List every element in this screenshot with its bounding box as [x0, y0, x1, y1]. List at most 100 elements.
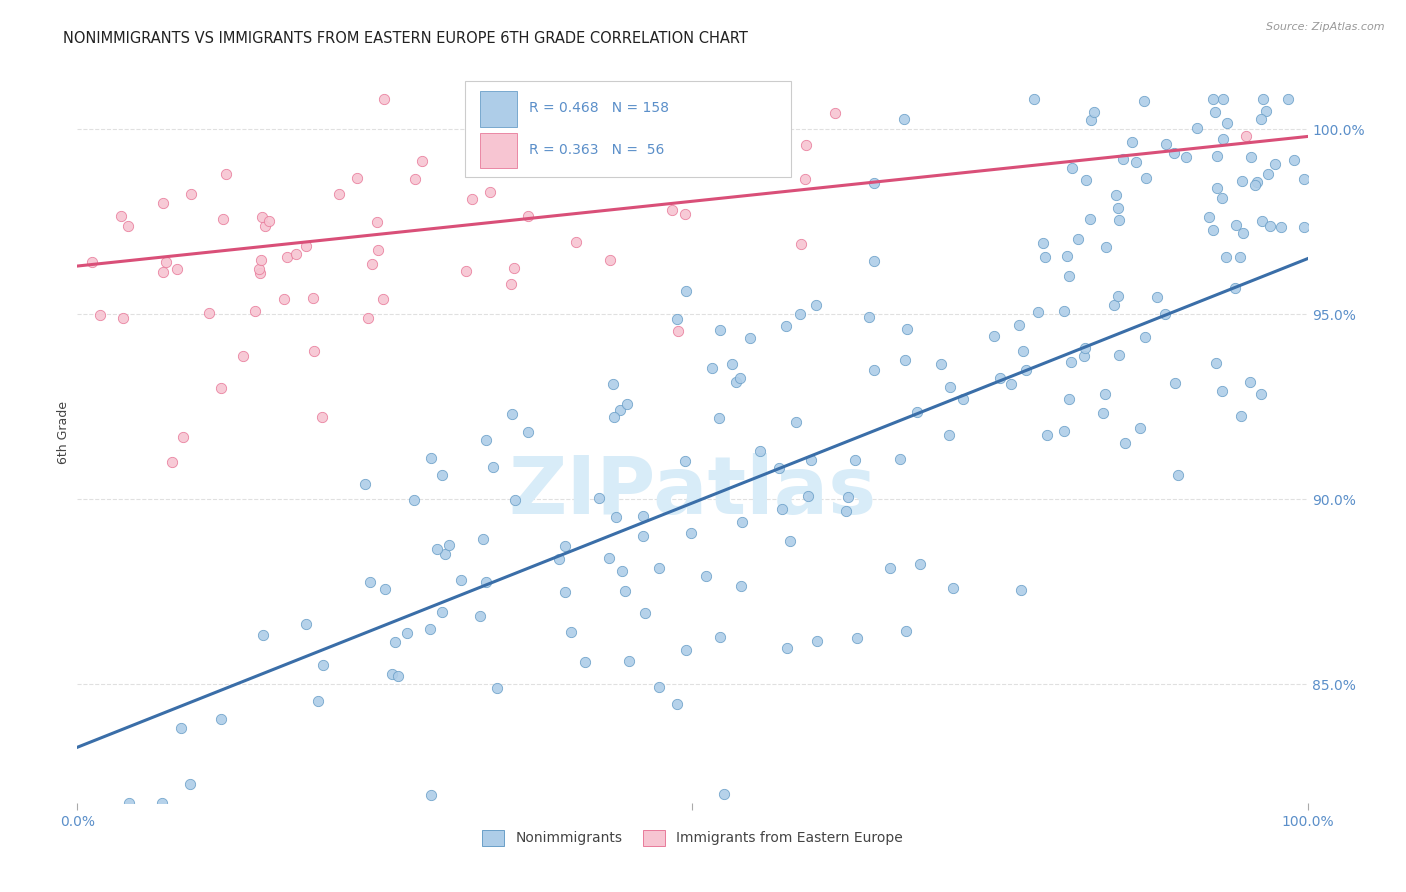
- Point: [889, 452, 911, 467]
- Point: [209, 381, 232, 395]
- Point: [1216, 116, 1239, 130]
- Point: [942, 581, 965, 595]
- Point: [1053, 424, 1076, 438]
- FancyBboxPatch shape: [465, 81, 792, 178]
- Point: [709, 323, 731, 337]
- Point: [896, 321, 918, 335]
- Point: [1135, 171, 1157, 186]
- Point: [166, 262, 188, 277]
- Point: [804, 298, 827, 312]
- Point: [1202, 223, 1225, 237]
- Point: [548, 551, 571, 566]
- Point: [373, 93, 395, 107]
- Point: [250, 210, 273, 224]
- Point: [1102, 298, 1125, 312]
- Point: [499, 277, 522, 291]
- Point: [1246, 175, 1268, 189]
- Point: [172, 430, 194, 444]
- Point: [800, 453, 823, 467]
- FancyBboxPatch shape: [479, 91, 516, 127]
- Point: [359, 575, 381, 590]
- Point: [250, 252, 273, 267]
- Point: [82, 255, 104, 269]
- Point: [1076, 172, 1098, 186]
- Point: [381, 666, 404, 681]
- Point: [1059, 355, 1081, 369]
- Point: [648, 561, 671, 575]
- Point: [1204, 105, 1226, 120]
- Point: [648, 680, 671, 694]
- Point: [768, 461, 790, 475]
- Legend: Nonimmigrants, Immigrants from Eastern Europe: Nonimmigrants, Immigrants from Eastern E…: [477, 824, 908, 851]
- Point: [1015, 362, 1038, 376]
- Point: [1250, 387, 1272, 401]
- Point: [775, 319, 797, 334]
- Point: [454, 264, 477, 278]
- Point: [479, 185, 502, 199]
- Point: [1229, 250, 1251, 264]
- Point: [1112, 152, 1135, 166]
- Point: [1239, 375, 1261, 389]
- Point: [1073, 341, 1095, 355]
- Point: [404, 172, 426, 186]
- Point: [395, 626, 418, 640]
- Point: [1264, 157, 1286, 171]
- Point: [1108, 348, 1130, 362]
- Point: [170, 722, 193, 736]
- Text: R = 0.363   N =  56: R = 0.363 N = 56: [529, 143, 664, 157]
- Point: [633, 509, 655, 524]
- Point: [1008, 318, 1031, 333]
- Point: [1187, 121, 1209, 136]
- Point: [1105, 188, 1128, 202]
- Point: [634, 607, 657, 621]
- Point: [1057, 392, 1080, 406]
- Point: [179, 777, 201, 791]
- Point: [554, 539, 576, 553]
- Point: [844, 453, 866, 467]
- Point: [426, 542, 449, 557]
- Point: [1092, 406, 1115, 420]
- Point: [249, 266, 271, 280]
- Point: [1223, 280, 1246, 294]
- Point: [346, 171, 368, 186]
- Point: [837, 490, 859, 504]
- Point: [371, 292, 394, 306]
- Point: [215, 167, 238, 181]
- Point: [1024, 93, 1046, 107]
- Point: [610, 565, 633, 579]
- Point: [411, 153, 433, 168]
- Point: [353, 477, 375, 491]
- Point: [1230, 174, 1253, 188]
- Point: [770, 501, 793, 516]
- Point: [307, 694, 329, 708]
- Point: [1206, 149, 1229, 163]
- Point: [599, 253, 621, 268]
- Point: [461, 192, 484, 206]
- Point: [748, 443, 770, 458]
- Point: [1230, 409, 1253, 423]
- Point: [619, 654, 641, 668]
- Point: [1133, 330, 1156, 344]
- Point: [893, 352, 915, 367]
- Point: [1108, 213, 1130, 227]
- Point: [111, 310, 134, 325]
- Point: [502, 260, 524, 275]
- Point: [212, 212, 235, 227]
- Point: [613, 584, 636, 599]
- Point: [366, 215, 388, 229]
- Point: [384, 635, 406, 649]
- Point: [232, 349, 254, 363]
- Point: [1036, 427, 1059, 442]
- Point: [367, 243, 389, 257]
- Point: [357, 310, 380, 325]
- Point: [1240, 150, 1263, 164]
- Point: [1107, 201, 1129, 215]
- Point: [938, 380, 960, 394]
- Point: [665, 312, 688, 326]
- Point: [152, 265, 174, 279]
- Point: [1211, 384, 1233, 398]
- Point: [908, 557, 931, 571]
- Point: [472, 532, 495, 546]
- Point: [1067, 232, 1090, 246]
- Point: [602, 377, 624, 392]
